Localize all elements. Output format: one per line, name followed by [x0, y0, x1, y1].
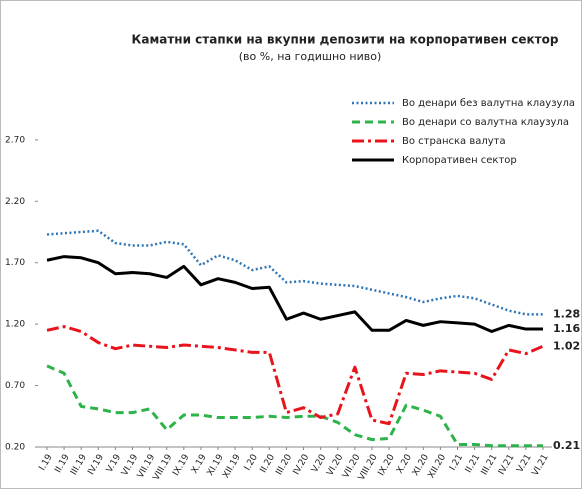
y-tick-label: 2.20	[5, 197, 25, 207]
legend-label: Во денари со валутна клаузула	[402, 117, 569, 128]
y-tick-label: 2.70	[5, 135, 25, 145]
line-series	[46, 325, 544, 426]
legend-label: Корпоративен сектор	[402, 155, 517, 166]
end-label: 1.02	[553, 339, 580, 352]
line-series	[46, 229, 543, 316]
end-label: 0.21	[553, 439, 580, 452]
line-series	[46, 255, 543, 334]
end-label: 1.28	[553, 307, 580, 320]
legend-label: Во денари без валутна клаузула	[402, 98, 575, 109]
legend-label: Во странска валута	[402, 136, 506, 147]
y-tick-label: 0.70	[5, 381, 25, 391]
line-series	[46, 364, 543, 448]
chart-subtitle: (во %, на годишно ниво)	[239, 50, 381, 63]
chart-title: Каматни стапки на вкупни депозити на кор…	[132, 33, 559, 47]
y-tick-label: 1.20	[5, 320, 25, 330]
y-tick-label: 1.70	[5, 258, 25, 268]
end-label: 1.16	[553, 322, 580, 335]
y-tick-label: 0.20	[5, 443, 25, 453]
